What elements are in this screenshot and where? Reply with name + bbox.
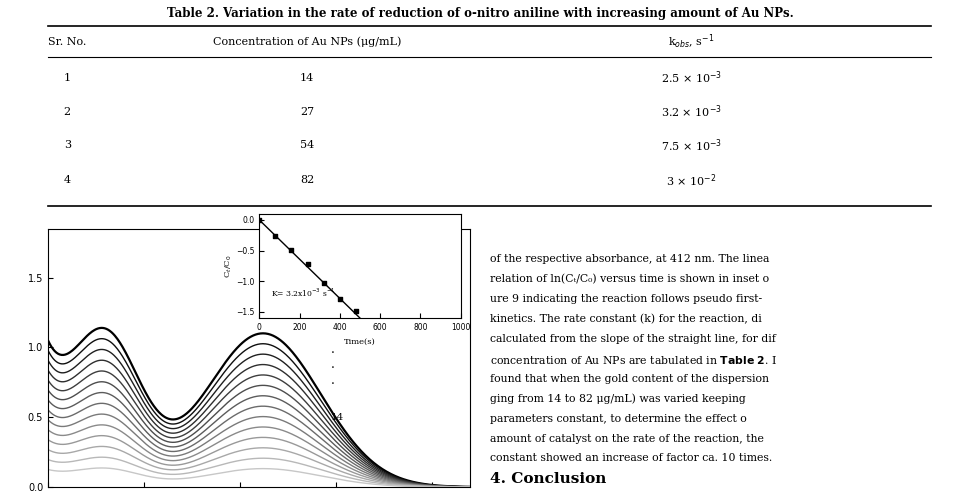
Point — [365, 324, 380, 332]
Text: 4: 4 — [63, 175, 71, 185]
Text: 14: 14 — [300, 73, 314, 83]
Text: of the respective absorbance, at 412 nm. The linea: of the respective absorbance, at 412 nm.… — [490, 254, 769, 264]
Text: .: . — [331, 374, 335, 387]
Point — [316, 279, 331, 287]
Text: 2: 2 — [63, 106, 71, 116]
Text: ure 9 indicating the reaction follows pseudo first-: ure 9 indicating the reaction follows ps… — [490, 294, 761, 304]
Point — [252, 216, 267, 224]
Point — [284, 246, 300, 254]
Text: 82: 82 — [300, 175, 314, 185]
Text: concentration of Au NPs are tabulated in $\bf{Table\ 2}$. I: concentration of Au NPs are tabulated in… — [490, 354, 777, 366]
Text: found that when the gold content of the dispersion: found that when the gold content of the … — [490, 374, 769, 384]
Text: 3.2 $\times$ 10$^{-3}$: 3.2 $\times$ 10$^{-3}$ — [660, 103, 722, 120]
Text: relation of ln(Cₜ/C₀) versus time is shown in inset o: relation of ln(Cₜ/C₀) versus time is sho… — [490, 274, 769, 285]
Text: parameters constant, to determine the effect o: parameters constant, to determine the ef… — [490, 414, 746, 423]
Text: 4. Conclusion: 4. Conclusion — [490, 472, 606, 486]
Point — [332, 295, 348, 303]
Text: Concentration of Au NPs (μg/mL): Concentration of Au NPs (μg/mL) — [213, 36, 401, 47]
Text: constant showed an increase of factor ca. 10 times.: constant showed an increase of factor ca… — [490, 453, 772, 464]
Text: 2 min time iterval: 2 min time iterval — [263, 240, 356, 248]
Point — [396, 356, 412, 364]
Text: 27: 27 — [300, 106, 314, 116]
Text: 14: 14 — [331, 413, 345, 422]
Text: amount of catalyst on the rate of the reaction, the: amount of catalyst on the rate of the re… — [490, 433, 763, 443]
Text: 3 $\times$ 10$^{-2}$: 3 $\times$ 10$^{-2}$ — [666, 172, 716, 189]
Y-axis label: C$_t$/C$_0$: C$_t$/C$_0$ — [224, 254, 234, 278]
Text: 1: 1 — [63, 73, 71, 83]
Text: 2.5 $\times$ 10$^{-3}$: 2.5 $\times$ 10$^{-3}$ — [660, 69, 722, 86]
Text: 7.5 $\times$ 10$^{-3}$: 7.5 $\times$ 10$^{-3}$ — [660, 137, 722, 154]
Text: K= 3.2x10$^{-3}$ s$^{-1}$: K= 3.2x10$^{-3}$ s$^{-1}$ — [272, 287, 336, 299]
Point — [380, 342, 396, 350]
Text: ging from 14 to 82 μg/mL) was varied keeping: ging from 14 to 82 μg/mL) was varied kee… — [490, 394, 745, 405]
Point — [300, 260, 315, 268]
Text: calculated from the slope of the straight line, for dif: calculated from the slope of the straigh… — [490, 334, 776, 344]
Text: 54: 54 — [300, 141, 314, 151]
Point — [268, 232, 283, 240]
Text: .: . — [331, 342, 335, 356]
Text: k$_{obs}$, s$^{-1}$: k$_{obs}$, s$^{-1}$ — [668, 32, 714, 51]
Point — [417, 378, 432, 386]
Text: .: . — [331, 358, 335, 371]
Point — [348, 307, 364, 315]
X-axis label: Time(s): Time(s) — [344, 337, 376, 345]
Text: Table 2. Variation in the rate of reduction of o-nitro aniline with increasing a: Table 2. Variation in the rate of reduct… — [167, 6, 793, 19]
Text: 2: 2 — [331, 276, 338, 285]
Text: kinetics. The rate constant (k) for the reaction, di: kinetics. The rate constant (k) for the … — [490, 314, 761, 325]
Text: Sr. No.: Sr. No. — [48, 37, 86, 47]
Text: 3: 3 — [63, 141, 71, 151]
